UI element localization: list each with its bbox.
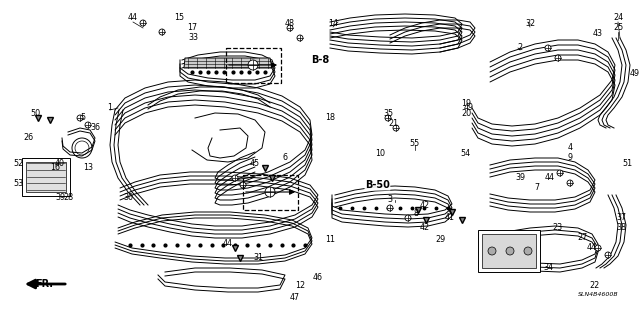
Text: 36: 36 (90, 123, 100, 132)
Text: 39: 39 (55, 194, 65, 203)
Circle shape (240, 182, 246, 188)
Text: 38: 38 (616, 224, 626, 233)
Text: B-50: B-50 (365, 180, 390, 190)
Circle shape (297, 35, 303, 41)
Text: 25: 25 (613, 24, 623, 33)
Text: 7: 7 (534, 183, 540, 192)
Circle shape (557, 170, 563, 176)
Text: 15: 15 (174, 13, 184, 23)
Text: FR.: FR. (35, 279, 53, 289)
Text: 31: 31 (253, 254, 263, 263)
Text: 55: 55 (410, 138, 420, 147)
Text: 16: 16 (50, 164, 60, 173)
Text: 12: 12 (295, 280, 305, 290)
Text: 27: 27 (577, 234, 587, 242)
Circle shape (287, 25, 293, 31)
Circle shape (555, 55, 561, 61)
Circle shape (506, 247, 514, 255)
Text: 23: 23 (552, 224, 562, 233)
Text: 24: 24 (613, 13, 623, 23)
Text: 17: 17 (187, 24, 197, 33)
Circle shape (140, 20, 146, 26)
Text: 50: 50 (30, 108, 40, 117)
Text: 48: 48 (285, 19, 295, 27)
Text: 4: 4 (568, 144, 573, 152)
Circle shape (232, 175, 238, 181)
Circle shape (488, 247, 496, 255)
Circle shape (385, 115, 391, 121)
Text: 19: 19 (461, 99, 471, 108)
Circle shape (605, 252, 611, 258)
Text: 42: 42 (420, 224, 430, 233)
Circle shape (567, 180, 573, 186)
Circle shape (393, 125, 399, 131)
Circle shape (524, 247, 532, 255)
Text: 47: 47 (290, 293, 300, 302)
Text: 1: 1 (108, 103, 113, 113)
Text: 52: 52 (13, 159, 23, 167)
Circle shape (265, 187, 275, 197)
Circle shape (159, 29, 165, 35)
Text: 26: 26 (23, 133, 33, 143)
Text: 37: 37 (616, 213, 626, 222)
Text: 3: 3 (387, 196, 392, 204)
Text: 49: 49 (630, 69, 640, 78)
Bar (226, 48, 281, 83)
Text: B-8: B-8 (311, 55, 329, 65)
Text: 34: 34 (543, 263, 553, 272)
Text: 49: 49 (464, 103, 474, 113)
Text: 44: 44 (545, 174, 555, 182)
Text: 43: 43 (593, 28, 603, 38)
Circle shape (85, 122, 91, 128)
Text: 13: 13 (83, 164, 93, 173)
Text: 41: 41 (445, 213, 455, 222)
Text: 44: 44 (223, 239, 233, 248)
Text: 14: 14 (328, 19, 338, 27)
Text: 42: 42 (420, 201, 430, 210)
Text: 44: 44 (587, 243, 597, 253)
Text: 46: 46 (313, 273, 323, 283)
Circle shape (405, 215, 411, 221)
Text: 45: 45 (250, 159, 260, 167)
Bar (22, 158, 70, 196)
Text: 5: 5 (81, 113, 86, 122)
Circle shape (248, 60, 258, 70)
Text: 18: 18 (325, 114, 335, 122)
Text: 40: 40 (55, 159, 65, 167)
Text: 9: 9 (568, 153, 573, 162)
Bar (482, 234, 536, 268)
Text: 28: 28 (63, 194, 73, 203)
Text: 8: 8 (413, 209, 419, 218)
Bar (478, 230, 540, 272)
Circle shape (387, 205, 393, 211)
Text: 22: 22 (590, 280, 600, 290)
Bar (26, 162, 66, 192)
Text: 33: 33 (188, 33, 198, 42)
Circle shape (595, 245, 601, 251)
Circle shape (77, 115, 83, 121)
Text: SLN4B4600B: SLN4B4600B (578, 293, 619, 298)
Text: 2: 2 (517, 43, 523, 53)
Text: 35: 35 (383, 108, 393, 117)
Text: 29: 29 (435, 235, 445, 244)
Text: 53: 53 (13, 179, 23, 188)
Text: 30: 30 (123, 194, 133, 203)
Text: 32: 32 (525, 19, 535, 27)
Text: 10: 10 (375, 149, 385, 158)
Bar (243, 175, 298, 210)
Text: 11: 11 (325, 235, 335, 244)
Circle shape (545, 45, 551, 51)
Text: 54: 54 (460, 149, 470, 158)
Text: 39: 39 (515, 174, 525, 182)
Text: 51: 51 (622, 159, 632, 167)
Text: 21: 21 (388, 118, 398, 128)
Text: 20: 20 (461, 108, 471, 117)
Polygon shape (184, 58, 272, 68)
Text: 6: 6 (282, 153, 287, 162)
Text: 44: 44 (128, 13, 138, 23)
